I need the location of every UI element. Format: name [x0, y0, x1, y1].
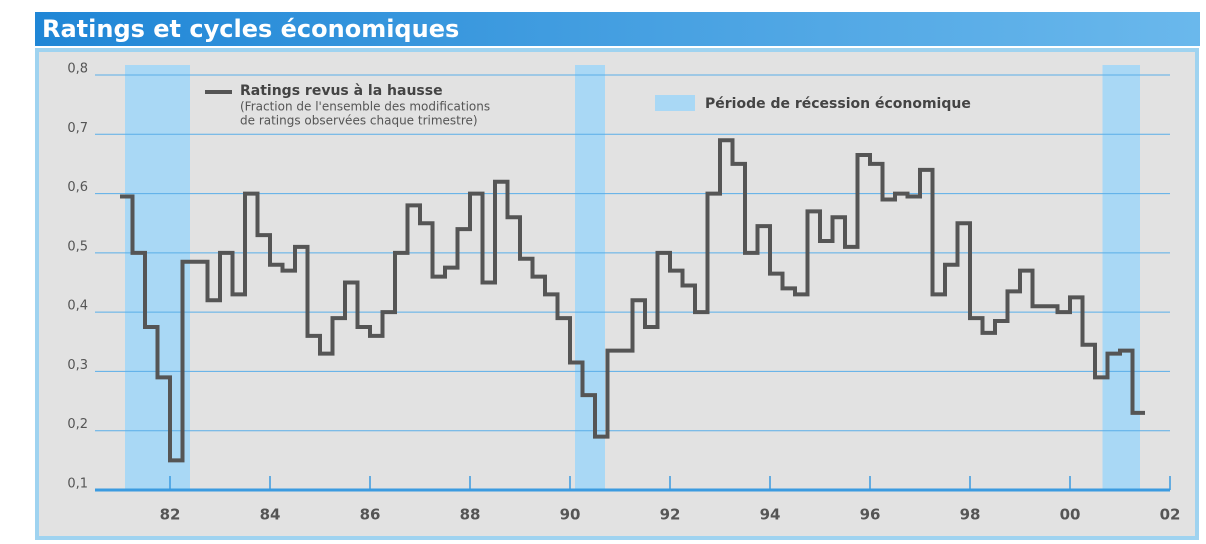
x-tick-label: 90 — [560, 506, 581, 524]
y-tick-label: 0,4 — [67, 299, 88, 314]
recession-band — [125, 65, 190, 490]
x-tick-label: 86 — [360, 506, 381, 524]
x-tick-label: 02 — [1160, 506, 1181, 524]
x-tick-label: 82 — [160, 506, 181, 524]
recession-band — [1102, 65, 1140, 490]
y-tick-label: 0,8 — [67, 62, 88, 77]
x-tick-label: 96 — [860, 506, 881, 524]
legend-note: de ratings observées chaque trimestre) — [240, 114, 478, 128]
x-tick-label: 92 — [660, 506, 681, 524]
x-tick-label: 84 — [260, 506, 281, 524]
x-tick-label: 88 — [460, 506, 481, 524]
plot-area: 0,1 0,2 0,3 0,4 0,5 0,6 0,7 0,8 82 84 86 88 90 92 94 96… — [67, 62, 1180, 524]
plot-panel — [35, 48, 1199, 540]
y-tick-label: 0,5 — [67, 239, 88, 254]
x-tick-label: 00 — [1060, 506, 1081, 524]
legend-label: Ratings revus à la hausse — [240, 83, 443, 99]
chart-title: Ratings et cycles économiques — [42, 15, 459, 43]
y-tick-label: 0,2 — [67, 417, 88, 432]
legend-swatch — [655, 95, 695, 111]
y-tick-label: 0,1 — [67, 477, 88, 492]
legend-label: Période de récession économique — [705, 96, 971, 112]
x-tick-label: 94 — [760, 506, 781, 524]
recession-band — [575, 65, 605, 490]
x-tick-label: 98 — [960, 506, 981, 524]
y-tick-label: 0,3 — [67, 358, 88, 373]
series-line — [120, 138, 1145, 463]
title-banner — [35, 12, 1200, 46]
y-tick-label: 0,7 — [67, 121, 88, 136]
legend-note: (Fraction de l'ensemble des modification… — [240, 100, 490, 114]
y-tick-label: 0,6 — [67, 180, 88, 195]
